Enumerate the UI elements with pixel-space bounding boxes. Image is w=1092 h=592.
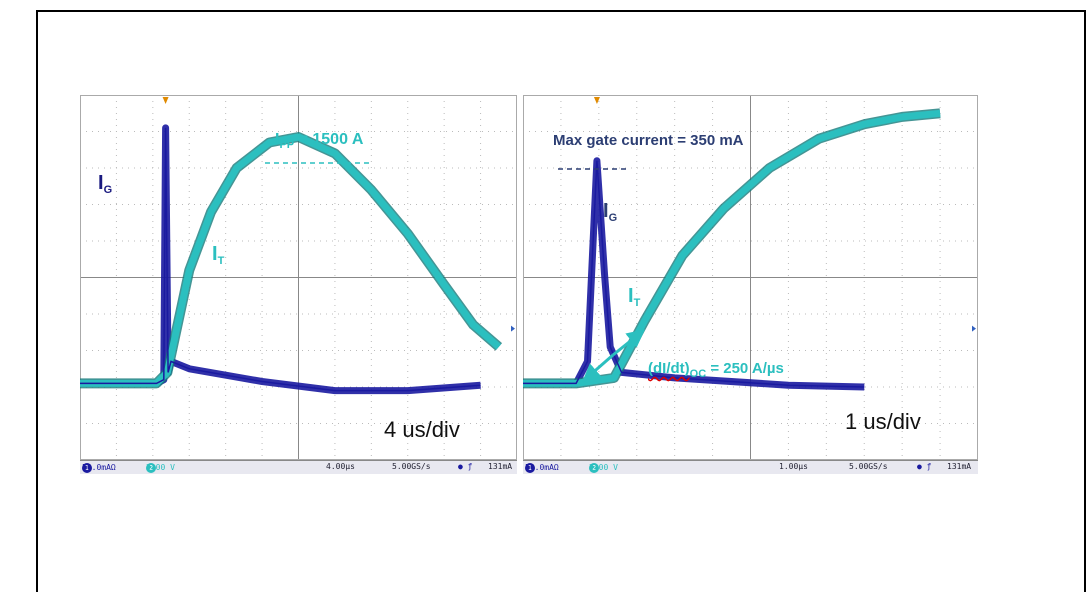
graticule-border-right: [523, 95, 978, 460]
status-time-left: 4.00µs: [326, 462, 355, 471]
scope-status-bar-right: 1 50.0mAΩ 2 2.00 V 1.00µs 5.00GS/s ● ƒ 131…: [523, 460, 978, 474]
ig-label-left: IG: [98, 172, 113, 196]
scope-panel-left: IG IT IPP = 1500 A 4 us/div 1 50.0mAΩ 2 2.…: [80, 95, 517, 475]
scope-plot-left: [80, 95, 517, 460]
status-trig-level-left: 131mA: [488, 462, 513, 471]
status-trig-level-right: 131mA: [947, 462, 972, 471]
status-rate-right: 5.00GS/s: [849, 462, 888, 471]
trace-i_g-spike-right: [523, 160, 865, 388]
didt-arrow-down: [582, 353, 614, 382]
trace-i_t-edge-left: [80, 132, 503, 389]
didt-arrow-up: [612, 329, 646, 357]
ipp-label: IPP = 1500 A: [275, 131, 364, 151]
trace-i_g-spike-left: [80, 127, 481, 392]
ig-label-right: IG: [603, 200, 618, 224]
timebase-label-left: 4 us/div: [384, 417, 460, 442]
it-label-right: IT: [628, 285, 641, 309]
figure-frame: [36, 10, 1086, 592]
trace-i_t-left: [80, 133, 502, 387]
trace-i_g-right: [523, 157, 865, 391]
trigger-marker-right: [593, 97, 600, 104]
max-gate-current-label: Max gate current = 350 mA: [553, 132, 744, 149]
level-arrow-left: [511, 325, 515, 332]
scope-plot-right: [523, 95, 978, 460]
status-time-right: 1.00µs: [779, 462, 808, 471]
didt-label: (dI/dt)OC = 250 A/µs: [648, 360, 784, 380]
scope-status-bar-left: 1 50.0mAΩ 2 2.00 V 4.00µs 5.00GS/s ● ƒ 131…: [80, 460, 517, 474]
level-arrow-right: [972, 325, 976, 332]
status-trigger-icon-left: ● ƒ: [458, 462, 473, 471]
status-trigger-icon-right: ● ƒ: [917, 462, 932, 471]
graticule-border-left: [80, 95, 517, 460]
it-label-left: IT: [212, 243, 225, 267]
scope-panel-right: Max gate current = 350 mA IG IT (dI/dt)O…: [523, 95, 978, 475]
timebase-label-right: 1 us/div: [845, 409, 921, 434]
trigger-marker-left: [162, 97, 169, 104]
status-rate-left: 5.00GS/s: [392, 462, 431, 471]
